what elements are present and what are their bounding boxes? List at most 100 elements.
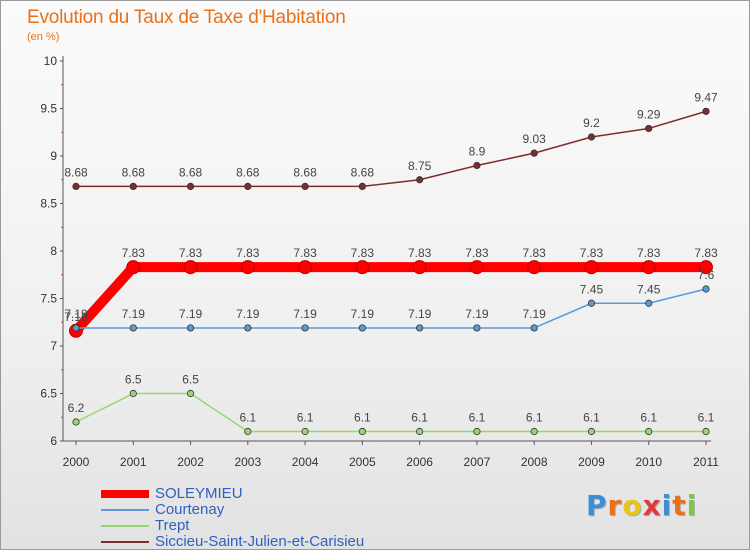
data-label: 8.75 bbox=[408, 159, 432, 173]
x-tick-label: 2003 bbox=[234, 455, 261, 469]
data-point bbox=[129, 389, 137, 398]
logo-letter: i bbox=[686, 489, 698, 522]
data-label: 8.68 bbox=[351, 165, 375, 179]
data-point bbox=[301, 324, 309, 332]
data-point bbox=[473, 427, 481, 436]
data-label: 7.19 bbox=[465, 307, 489, 321]
data-point bbox=[72, 182, 80, 190]
data-label: 6.1 bbox=[354, 411, 371, 425]
data-point bbox=[129, 324, 137, 332]
data-label: 6.1 bbox=[526, 411, 543, 425]
data-label: 7.83 bbox=[637, 246, 661, 260]
data-label: 6.1 bbox=[297, 411, 314, 425]
data-label: 7.19 bbox=[523, 307, 547, 321]
data-point bbox=[186, 389, 195, 398]
data-label: 6.5 bbox=[125, 373, 142, 387]
series-line bbox=[71, 262, 711, 336]
data-label: 7.83 bbox=[580, 246, 604, 260]
data-label: 7.19 bbox=[351, 307, 375, 321]
data-point bbox=[358, 324, 366, 332]
data-point bbox=[244, 427, 252, 436]
data-label: 7.19 bbox=[236, 307, 260, 321]
y-tick-label: 9.5 bbox=[40, 102, 57, 116]
data-point bbox=[530, 324, 538, 332]
data-point bbox=[699, 260, 713, 275]
data-label: 8.9 bbox=[469, 145, 486, 159]
data-label: 7.83 bbox=[408, 246, 432, 260]
data-label: 7.83 bbox=[694, 246, 718, 260]
data-label: 6.1 bbox=[411, 411, 428, 425]
legend-label: Courtenay bbox=[155, 501, 225, 518]
data-label: 9.03 bbox=[523, 132, 547, 146]
x-tick-label: 2006 bbox=[406, 455, 433, 469]
logo-letter: r bbox=[607, 489, 623, 522]
data-label: 7.19 bbox=[408, 307, 432, 321]
x-tick-label: 2004 bbox=[292, 455, 319, 469]
data-point bbox=[72, 418, 80, 426]
data-label: 9.29 bbox=[637, 107, 661, 121]
data-label: 7.6 bbox=[698, 268, 715, 282]
data-point bbox=[301, 427, 309, 436]
logo-letter: P bbox=[586, 489, 608, 522]
data-point bbox=[530, 149, 538, 157]
data-label: 7.83 bbox=[351, 246, 375, 260]
data-label: 6.1 bbox=[698, 411, 715, 425]
data-point bbox=[416, 427, 424, 436]
data-label: 7.83 bbox=[465, 246, 489, 260]
x-tick-label: 2008 bbox=[521, 455, 548, 469]
x-tick-label: 2000 bbox=[63, 455, 90, 469]
legend-swatch bbox=[101, 490, 149, 498]
y-tick-label: 6 bbox=[50, 434, 57, 448]
legend-label: Siccieu-Saint-Julien-et-Carisieu bbox=[155, 533, 365, 550]
data-point bbox=[702, 285, 710, 293]
y-tick-label: 6.5 bbox=[40, 387, 57, 401]
data-label: 7.45 bbox=[637, 282, 661, 296]
data-label: 7.45 bbox=[580, 282, 604, 296]
data-point bbox=[587, 299, 596, 307]
data-label: 8.68 bbox=[293, 165, 317, 179]
data-point bbox=[645, 299, 653, 307]
data-label: 7.19 bbox=[122, 307, 146, 321]
data-point bbox=[416, 176, 424, 184]
data-point bbox=[469, 260, 484, 275]
legend-label: SOLEYMIEU bbox=[155, 485, 243, 502]
x-tick-label: 2009 bbox=[578, 455, 605, 469]
data-point bbox=[530, 427, 538, 436]
data-label: 7.83 bbox=[293, 246, 317, 260]
y-tick-label: 7.5 bbox=[40, 292, 57, 306]
x-tick-label: 2002 bbox=[177, 455, 204, 469]
data-label: 6.1 bbox=[583, 411, 600, 425]
chart-subtitle: (en %) bbox=[27, 31, 60, 43]
x-tick-label: 2001 bbox=[120, 455, 147, 469]
y-tick-label: 8.5 bbox=[40, 197, 57, 211]
x-tick-label: 2011 bbox=[693, 455, 719, 469]
data-label: 7.83 bbox=[179, 246, 203, 260]
data-label: 9.47 bbox=[694, 90, 718, 104]
series-line bbox=[75, 110, 707, 188]
data-point bbox=[473, 324, 481, 332]
data-point bbox=[584, 260, 599, 275]
data-label: 6.1 bbox=[469, 411, 486, 425]
data-point bbox=[702, 107, 710, 115]
y-tick-label: 7 bbox=[50, 339, 57, 353]
data-point bbox=[416, 324, 424, 332]
data-point bbox=[645, 427, 653, 436]
data-point bbox=[473, 161, 481, 170]
data-point bbox=[244, 182, 252, 190]
data-point bbox=[358, 427, 366, 436]
data-label: 8.68 bbox=[179, 165, 203, 179]
data-label: 7.19 bbox=[293, 307, 317, 321]
data-point bbox=[412, 260, 427, 275]
x-tick-label: 2010 bbox=[635, 455, 662, 469]
y-tick-label: 8 bbox=[50, 244, 57, 258]
data-point bbox=[355, 260, 370, 275]
logo-letter: t bbox=[672, 489, 687, 522]
data-point bbox=[72, 324, 80, 332]
data-point bbox=[301, 182, 309, 190]
data-point bbox=[641, 260, 656, 275]
data-label: 6.5 bbox=[182, 373, 199, 387]
series-line bbox=[75, 392, 707, 433]
data-label: 7.19 bbox=[64, 307, 88, 321]
